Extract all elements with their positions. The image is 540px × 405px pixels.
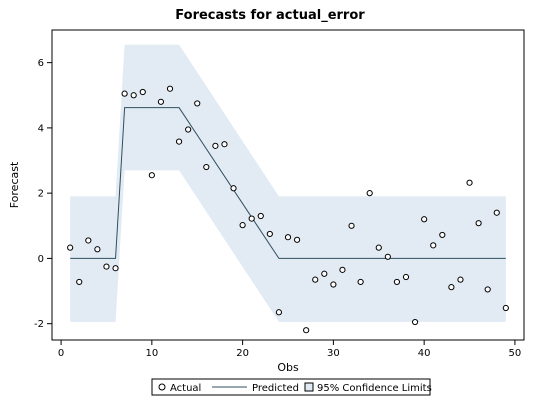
actual-point [175,138,183,145]
confidence-band-layer [70,44,506,323]
predicted-line-layer [70,107,506,259]
actual-point [448,284,455,291]
actual-point [493,209,500,216]
y-axis-label: Forecast [8,161,21,208]
actual-point [103,263,110,270]
actual-point [284,234,292,241]
actual-point [375,244,382,251]
actual-point [94,246,101,253]
legend-predicted-label: Predicted [252,383,299,394]
actual-point [430,242,437,249]
x-tick-label: 50 [509,348,522,359]
actual-point [475,220,482,227]
actual-point [439,231,446,239]
actual-point [148,172,155,179]
legend-confidence-label: 95% Confidence Limits [317,383,432,394]
actual-point [257,212,264,220]
legend-box [151,378,431,396]
x-axis-ticks: 0 10 20 30 40 50 [58,340,521,359]
actual-point [402,273,410,281]
x-tick-label: 20 [236,348,249,359]
actual-point [248,215,255,222]
y-axis-ticks: -2 0 2 4 6 [34,58,52,330]
chart-title: Forecasts for actual_error [175,8,365,23]
actual-point [466,179,473,186]
legend-actual-marker [158,383,166,391]
actual-point [484,286,491,293]
x-tick-label: 30 [327,348,340,359]
y-tick-label: 2 [38,189,44,200]
actual-point [239,222,246,229]
y-tick-label: -2 [34,319,44,330]
actual-point [339,266,346,273]
actual-point [166,85,174,92]
actual-point [502,304,509,312]
actual-point [330,281,337,288]
actual-point [393,278,401,286]
legend-confidence-swatch [304,382,314,392]
actual-point [303,327,310,334]
actual-point [321,270,328,277]
x-axis-label: Obs [277,361,299,374]
actual-point [76,278,83,286]
actual-point [275,309,283,316]
actual-point [157,98,165,105]
x-tick-label: 10 [145,348,158,359]
actual-point [85,237,92,244]
actual-point [348,222,355,229]
actual-point [67,244,74,251]
actual-point [185,126,192,133]
actual-point [457,276,464,283]
actual-point [384,253,391,260]
actual-point [112,265,119,272]
confidence-band [70,44,506,323]
x-tick-label: 40 [418,348,431,359]
actual-point [266,230,273,238]
actual-point [421,216,428,223]
actual-point [357,278,364,286]
actual-point [194,100,201,107]
actual-point [366,190,373,197]
actual-point [203,163,210,171]
actual-point [212,142,219,149]
actual-point [121,90,128,97]
legend-actual-label: Actual [170,383,201,394]
x-tick-label: 0 [58,348,64,359]
plot-border [51,29,525,341]
actual-point [411,318,419,326]
actual-point [230,185,237,192]
actual-point [293,236,301,243]
predicted-line [70,107,506,259]
actual-points-layer [67,85,509,334]
y-tick-label: 6 [38,58,44,69]
y-tick-label: 0 [38,254,44,265]
actual-point [312,276,319,283]
actual-point [130,92,137,99]
y-tick-label: 4 [38,123,44,134]
actual-point [139,88,146,96]
actual-point [221,141,228,148]
